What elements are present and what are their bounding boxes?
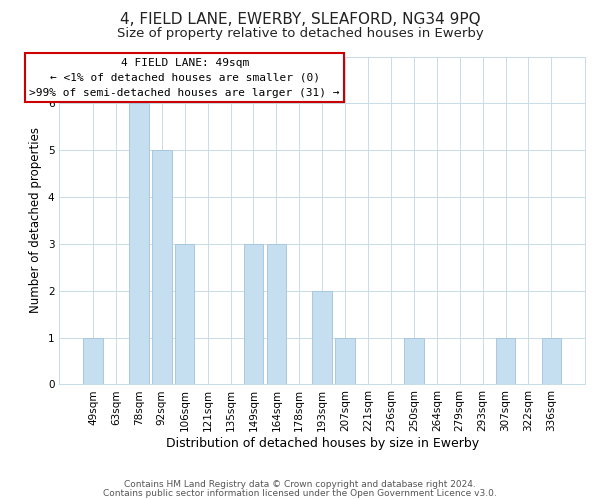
Text: 4, FIELD LANE, EWERBY, SLEAFORD, NG34 9PQ: 4, FIELD LANE, EWERBY, SLEAFORD, NG34 9P… [119,12,481,28]
Bar [496,338,515,384]
X-axis label: Distribution of detached houses by size in Ewerby: Distribution of detached houses by size … [166,437,479,450]
Bar [152,150,172,384]
Bar [313,291,332,384]
Bar [175,244,194,384]
Bar [129,104,149,384]
Bar [244,244,263,384]
Bar [83,338,103,384]
Text: Contains HM Land Registry data © Crown copyright and database right 2024.: Contains HM Land Registry data © Crown c… [124,480,476,489]
Text: Size of property relative to detached houses in Ewerby: Size of property relative to detached ho… [116,28,484,40]
Bar [266,244,286,384]
Text: 4 FIELD LANE: 49sqm
← <1% of detached houses are smaller (0)
>99% of semi-detach: 4 FIELD LANE: 49sqm ← <1% of detached ho… [29,58,340,98]
Bar [335,338,355,384]
Bar [404,338,424,384]
Text: Contains public sector information licensed under the Open Government Licence v3: Contains public sector information licen… [103,488,497,498]
Bar [542,338,561,384]
Y-axis label: Number of detached properties: Number of detached properties [29,128,43,314]
